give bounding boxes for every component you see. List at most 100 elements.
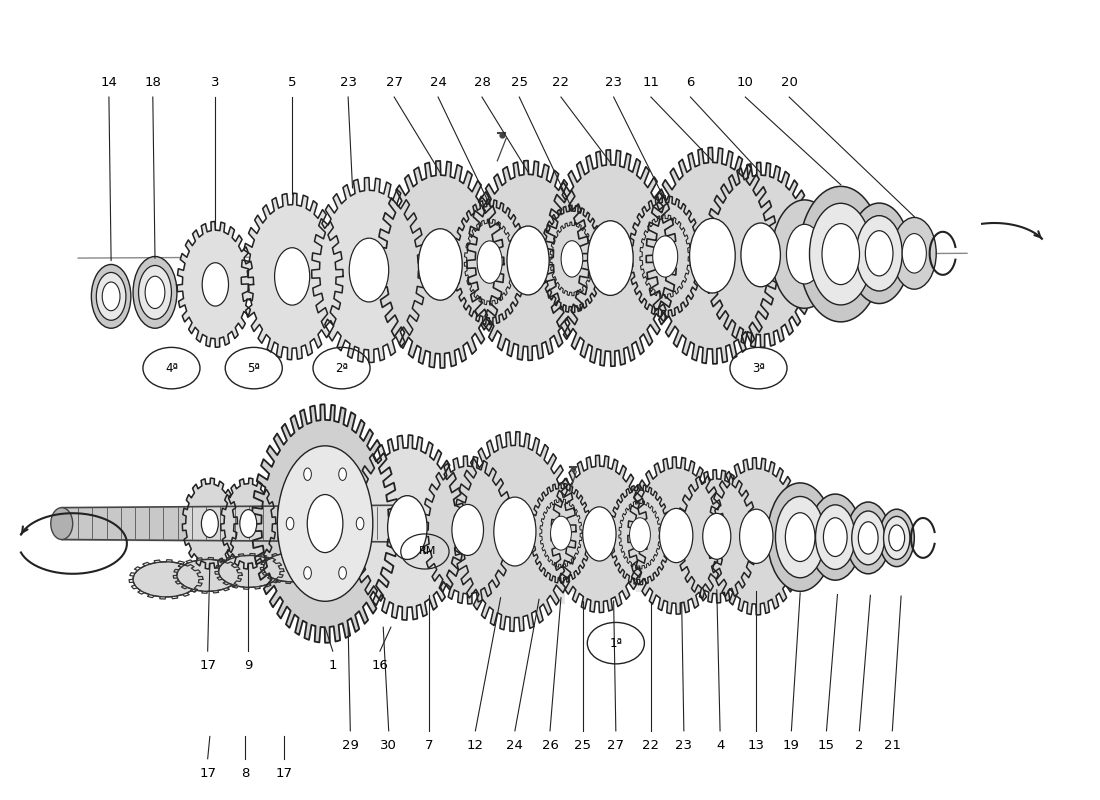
Ellipse shape	[660, 509, 693, 562]
Ellipse shape	[561, 241, 583, 277]
Ellipse shape	[846, 502, 890, 574]
Polygon shape	[453, 199, 527, 325]
Text: 24: 24	[506, 739, 524, 752]
Polygon shape	[544, 150, 676, 366]
Ellipse shape	[477, 241, 503, 283]
Ellipse shape	[102, 282, 120, 310]
Ellipse shape	[97, 273, 125, 320]
Ellipse shape	[51, 508, 73, 539]
Text: 20: 20	[781, 76, 798, 89]
Text: RM: RM	[418, 546, 436, 557]
Ellipse shape	[652, 236, 678, 277]
Polygon shape	[628, 196, 702, 318]
Ellipse shape	[418, 229, 462, 300]
Text: 6: 6	[686, 76, 694, 89]
Ellipse shape	[307, 494, 343, 553]
Ellipse shape	[264, 553, 319, 582]
Ellipse shape	[629, 518, 650, 552]
Ellipse shape	[856, 216, 902, 291]
Ellipse shape	[879, 510, 914, 566]
Ellipse shape	[304, 566, 311, 579]
Polygon shape	[221, 478, 276, 569]
Ellipse shape	[799, 186, 882, 322]
Ellipse shape	[277, 446, 373, 602]
Text: 27: 27	[607, 739, 625, 752]
Text: 23: 23	[675, 739, 692, 752]
Polygon shape	[422, 456, 514, 604]
Text: 1: 1	[329, 659, 337, 672]
Ellipse shape	[240, 510, 256, 538]
Ellipse shape	[304, 468, 311, 481]
Text: 3ª: 3ª	[752, 362, 764, 374]
Ellipse shape	[851, 511, 884, 565]
Ellipse shape	[866, 230, 893, 276]
Text: 2: 2	[855, 739, 864, 752]
Text: 15: 15	[818, 739, 835, 752]
Ellipse shape	[587, 221, 634, 295]
Text: 1ª: 1ª	[609, 637, 623, 650]
Text: 10: 10	[737, 76, 754, 89]
Text: 21: 21	[883, 739, 901, 752]
Text: 27: 27	[386, 76, 403, 89]
Text: 28: 28	[473, 76, 491, 89]
Text: 24: 24	[430, 76, 447, 89]
Polygon shape	[703, 162, 818, 347]
Text: 7: 7	[425, 739, 433, 752]
Polygon shape	[376, 161, 504, 368]
Text: 19: 19	[783, 739, 800, 752]
Text: 29: 29	[342, 739, 359, 752]
Ellipse shape	[139, 266, 172, 319]
Ellipse shape	[177, 559, 239, 591]
Polygon shape	[609, 485, 671, 585]
Polygon shape	[468, 161, 590, 360]
Text: 30: 30	[381, 739, 397, 752]
Polygon shape	[676, 470, 758, 603]
Text: 17: 17	[199, 766, 217, 780]
Ellipse shape	[133, 562, 199, 597]
Ellipse shape	[703, 514, 730, 559]
Text: 2ª: 2ª	[336, 362, 348, 374]
Ellipse shape	[507, 226, 549, 295]
Polygon shape	[311, 178, 426, 362]
Ellipse shape	[771, 200, 837, 308]
Text: 14: 14	[100, 76, 118, 89]
Text: 5: 5	[288, 76, 296, 89]
Text: 4: 4	[716, 739, 724, 752]
Text: 3: 3	[211, 76, 220, 89]
Ellipse shape	[786, 224, 823, 284]
Ellipse shape	[583, 507, 616, 561]
Ellipse shape	[768, 483, 833, 591]
Polygon shape	[628, 457, 725, 614]
Polygon shape	[454, 432, 576, 631]
Ellipse shape	[785, 513, 815, 562]
Ellipse shape	[902, 234, 926, 273]
Polygon shape	[183, 478, 238, 569]
Polygon shape	[177, 222, 253, 347]
Text: 8: 8	[241, 766, 250, 780]
Text: 12: 12	[466, 739, 484, 752]
Ellipse shape	[349, 238, 388, 302]
Ellipse shape	[892, 218, 936, 289]
Text: 5ª: 5ª	[248, 362, 261, 374]
Text: eurospares: eurospares	[365, 196, 735, 253]
Ellipse shape	[202, 262, 229, 306]
Ellipse shape	[387, 496, 427, 559]
Text: 9: 9	[244, 659, 253, 672]
Ellipse shape	[741, 223, 780, 286]
Text: 17: 17	[199, 659, 217, 672]
Polygon shape	[350, 435, 464, 620]
Polygon shape	[551, 455, 648, 613]
Ellipse shape	[201, 510, 218, 538]
Ellipse shape	[822, 224, 859, 285]
Ellipse shape	[339, 468, 346, 481]
Ellipse shape	[494, 497, 536, 566]
Ellipse shape	[883, 516, 910, 559]
Ellipse shape	[356, 518, 364, 530]
Text: 26: 26	[541, 739, 559, 752]
Text: 22: 22	[642, 739, 659, 752]
Ellipse shape	[452, 505, 484, 555]
Ellipse shape	[145, 276, 165, 309]
Ellipse shape	[858, 522, 878, 554]
Ellipse shape	[339, 566, 346, 579]
Text: 23: 23	[605, 76, 623, 89]
